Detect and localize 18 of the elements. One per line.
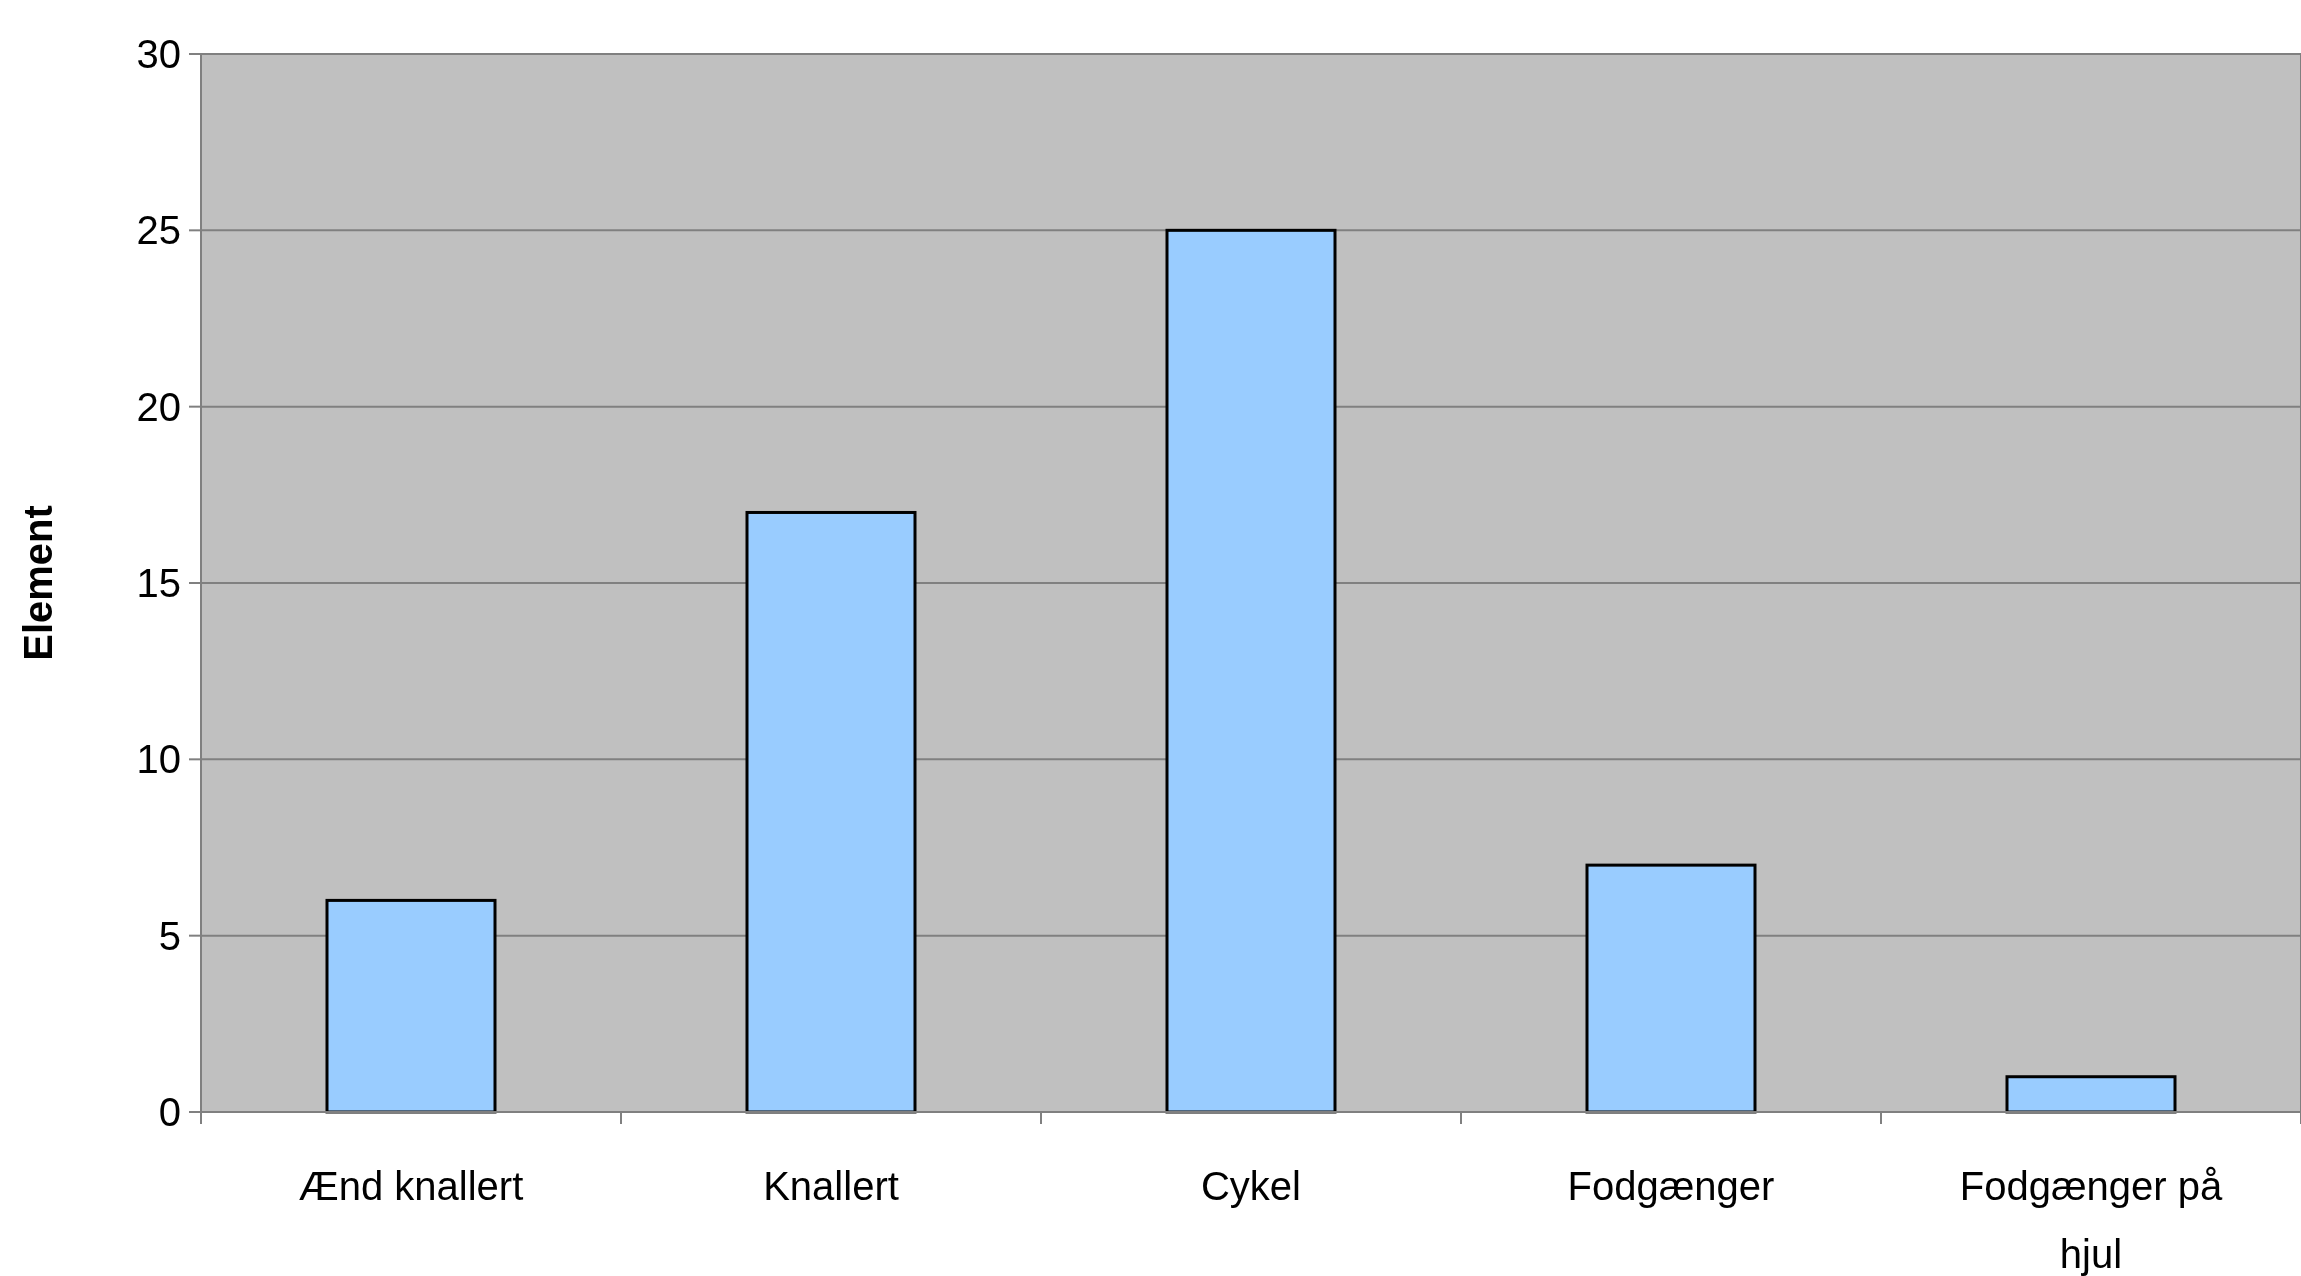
x-tick-label: Fodgænger: [1567, 1164, 1775, 1208]
y-tick-label: 5: [158, 913, 181, 958]
bar: [1165, 228, 1337, 1114]
y-tick-label: 25: [136, 208, 181, 253]
bar: [325, 898, 497, 1114]
x-tick-label: Cykel: [1200, 1164, 1302, 1208]
y-tick-label: 0: [158, 1090, 181, 1134]
y-axis-title: Element: [16, 505, 60, 661]
bar: [2005, 1075, 2177, 1114]
y-tick-label: 10: [136, 737, 181, 782]
y-tick-label: 15: [136, 561, 181, 605]
x-tick-label: Ænd knallert: [298, 1164, 524, 1208]
bar: [745, 510, 917, 1114]
x-tick-label: Knallert: [763, 1164, 899, 1208]
y-tick-label: 20: [136, 384, 181, 429]
x-tick-label: Fodgænger på hjul: [1959, 1164, 2223, 1276]
bar: [1585, 863, 1757, 1114]
y-tick-label: 30: [136, 32, 181, 76]
